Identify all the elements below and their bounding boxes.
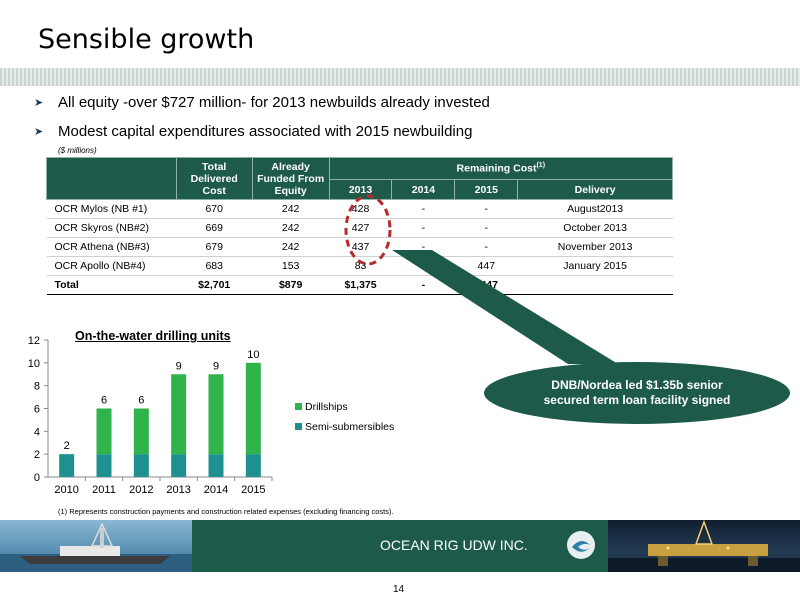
arrow-bullet-icon: ➤: [34, 97, 44, 109]
x-tick-label: 2014: [204, 484, 228, 496]
bar-semi-submersibles: [133, 454, 149, 477]
header-2013: 2013: [328, 179, 393, 200]
cell-delivery: January 2015: [517, 256, 673, 276]
cell-name: Total: [46, 275, 177, 295]
x-tick-label: 2012: [129, 484, 153, 496]
legend-swatch: [295, 423, 302, 430]
bar-drillships: [96, 408, 112, 455]
cell-2015: -: [454, 199, 518, 219]
cell-funded: 242: [252, 237, 330, 257]
y-tick-label: 12: [28, 335, 40, 347]
cell-2014: -: [391, 218, 455, 238]
x-tick-label: 2013: [166, 484, 190, 496]
bullet-capex: ➤ Modest capital expenditures associated…: [34, 123, 472, 140]
bar-drillships: [245, 362, 261, 455]
cell-2014: -: [391, 199, 455, 219]
legend-swatch: [295, 403, 302, 410]
cell-delivery: [517, 275, 673, 295]
x-tick-label: 2010: [54, 484, 78, 496]
company-name: OCEAN RIG UDW INC.: [380, 537, 528, 553]
bar-drillships: [171, 374, 187, 455]
x-tick-label: 2011: [92, 484, 116, 496]
cell-2015: -: [454, 218, 518, 238]
header-total-delivered-cost: Total Delivered Cost: [175, 157, 253, 200]
page-title: Sensible growth: [38, 24, 255, 55]
y-tick-label: 6: [34, 404, 40, 416]
bar-semi-submersibles: [245, 454, 261, 477]
bullet-equity: ➤ All equity -over $727 million- for 201…: [34, 94, 490, 111]
cell-delivery: October 2013: [517, 218, 673, 238]
header-remaining-cost: Remaining Cost(1): [328, 157, 674, 180]
table-row: OCR Athena (NB#3) 679 242 437 - - Novemb…: [46, 237, 673, 257]
cell-total: 670: [176, 199, 253, 219]
cell-delivery: November 2013: [517, 237, 673, 257]
cell-name: OCR Athena (NB#3): [46, 237, 177, 257]
cell-name: OCR Skyros (NB#2): [46, 218, 177, 238]
bar-drillships: [133, 408, 149, 455]
legend-label: Semi-submersibles: [305, 421, 394, 433]
footnote: (1) Represents construction payments and…: [58, 507, 394, 516]
bar-drillships: [208, 374, 224, 455]
callout-pointer: [392, 250, 618, 364]
header-already-funded: Already Funded From Equity: [251, 157, 330, 200]
data-label: 10: [247, 349, 259, 361]
drillship-photo: [0, 520, 192, 572]
cell-total: 669: [176, 218, 253, 238]
bullet-text: All equity -over $727 million- for 2013 …: [58, 94, 490, 111]
x-tick-label: 2015: [241, 484, 265, 496]
cell-2013: 437: [329, 237, 392, 257]
table-row: OCR Mylos (NB #1) 670 242 428 - - August…: [46, 199, 673, 219]
data-label: 6: [138, 395, 144, 407]
cell-total: $2,701: [176, 275, 253, 295]
arrow-bullet-icon: ➤: [34, 126, 44, 138]
remaining-cost-label: Remaining Cost: [456, 162, 537, 175]
bar-semi-submersibles: [96, 454, 112, 477]
header-band: [0, 68, 800, 86]
bar-semi-submersibles: [171, 454, 187, 477]
data-label: 9: [176, 360, 182, 372]
callout-line-2: secured term loan facility signed: [543, 393, 731, 407]
y-tick-label: 0: [34, 472, 40, 484]
remaining-cost-footnote-mark: (1): [536, 162, 546, 170]
cell-name: OCR Mylos (NB #1): [46, 199, 177, 219]
semi-submersible-photo: [608, 520, 800, 572]
header-2015: 2015: [454, 179, 519, 200]
ocean-rig-logo: [567, 531, 595, 559]
cell-2013: 428: [329, 199, 392, 219]
cell-funded: $879: [252, 275, 330, 295]
chart-title: On-the-water drilling units: [75, 329, 231, 343]
legend-label: Drillships: [305, 401, 348, 413]
cell-total: 679: [176, 237, 253, 257]
bullet-text: Modest capital expenditures associated w…: [58, 123, 473, 140]
newbuild-cost-table: Total Delivered Cost Already Funded From…: [46, 157, 674, 295]
highlight-circle: [344, 194, 392, 266]
cell-funded: 242: [252, 199, 330, 219]
y-tick-label: 2: [34, 449, 40, 461]
loan-callout: DNB/Nordea led $1.35b senior secured ter…: [484, 362, 790, 424]
table-row: OCR Skyros (NB#2) 669 242 427 - - Octobe…: [46, 218, 673, 238]
page-number: 14: [393, 584, 405, 595]
data-label: 6: [101, 395, 107, 407]
y-tick-label: 8: [34, 381, 40, 393]
bar-semi-submersibles: [208, 454, 224, 477]
data-label: 2: [64, 440, 70, 452]
y-tick-label: 10: [28, 358, 40, 370]
data-label: 9: [213, 360, 219, 372]
bar-semi-submersibles: [59, 454, 75, 477]
y-tick-label: 4: [34, 426, 40, 438]
cell-2015: -: [454, 237, 518, 257]
units-note: ($ millions): [58, 146, 97, 155]
cell-funded: 242: [252, 218, 330, 238]
header-delivery: Delivery: [517, 179, 673, 200]
cell-2013: $1,375: [329, 275, 392, 295]
header-2014: 2014: [391, 179, 456, 200]
callout-line-1: DNB/Nordea led $1.35b senior: [551, 378, 723, 392]
cell-delivery: August2013: [517, 199, 673, 219]
